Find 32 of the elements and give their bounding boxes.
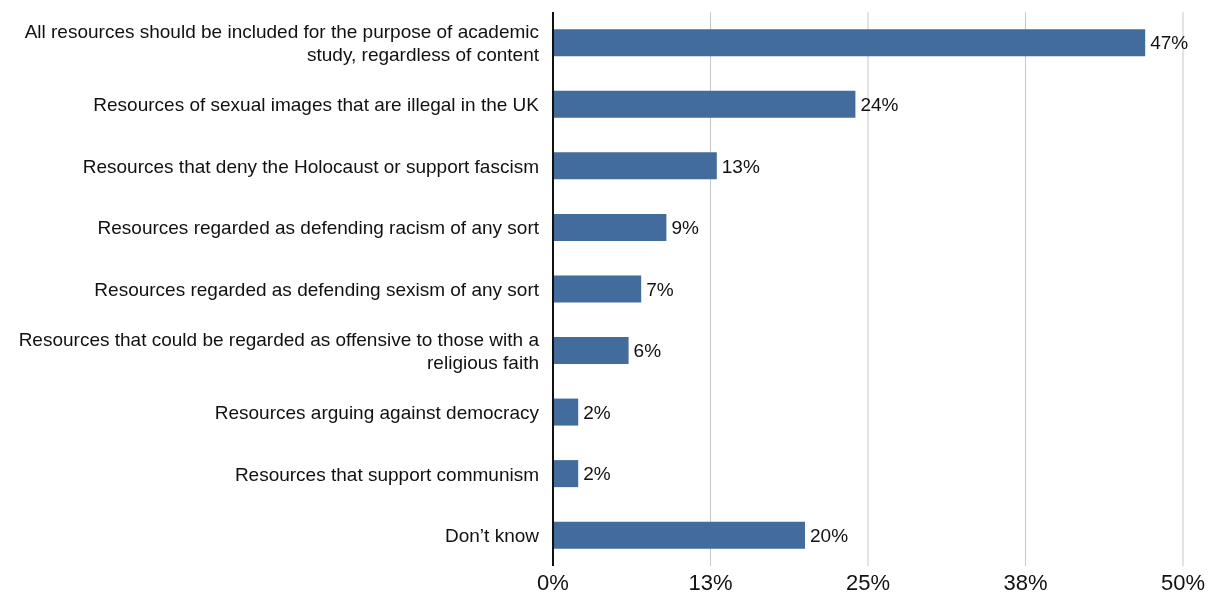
data-label: 2%: [583, 463, 611, 485]
bar: [553, 29, 1146, 57]
y-tick-label: Don’t know: [445, 524, 540, 546]
x-tick-label: 50%: [1160, 569, 1206, 595]
y-tick-label: Resources arguing against democracy: [214, 401, 540, 423]
data-label: 47%: [1150, 32, 1189, 54]
data-label: 7%: [646, 278, 674, 300]
bar: [553, 275, 642, 303]
y-tick-label: Resources that support communism: [234, 463, 539, 485]
y-tick-label: Resources regarded as defending sexism of any sort: [94, 278, 540, 300]
x-tick-label: 13%: [688, 569, 733, 595]
bar: [553, 90, 856, 118]
bar: [553, 213, 667, 241]
data-label: 2%: [583, 401, 611, 423]
data-label: 6%: [633, 340, 662, 362]
x-tick-label: 0%: [537, 569, 569, 595]
y-tick-label: Resources regarded as defending racism of any sort: [97, 216, 540, 238]
bar: [553, 460, 579, 488]
bar: [553, 152, 717, 180]
bar: [553, 398, 579, 426]
y-tick-label: Resources of sexual images that are illegal in the UK: [93, 93, 540, 115]
x-tick-label: 38%: [1003, 569, 1048, 595]
bar: [553, 337, 629, 365]
bar: [553, 521, 805, 549]
y-tick-label: All resources should be included for the purpose of academic study, regardless of content: [24, 20, 540, 65]
data-label: 24%: [860, 94, 899, 116]
data-label: 9%: [671, 217, 699, 239]
data-label: 20%: [810, 524, 849, 546]
x-tick-label: 25%: [845, 569, 891, 595]
data-label: 13%: [721, 155, 760, 177]
y-tick-label: Resources that could be regarded as offensive to those with a religious faith: [18, 328, 540, 373]
y-tick-label: Resources that deny the Holocaust or support fascism: [82, 155, 539, 177]
